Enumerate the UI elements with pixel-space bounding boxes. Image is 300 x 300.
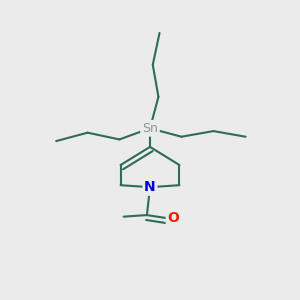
Text: N: N	[144, 180, 156, 194]
Text: O: O	[167, 211, 179, 225]
Text: Sn: Sn	[142, 122, 158, 135]
